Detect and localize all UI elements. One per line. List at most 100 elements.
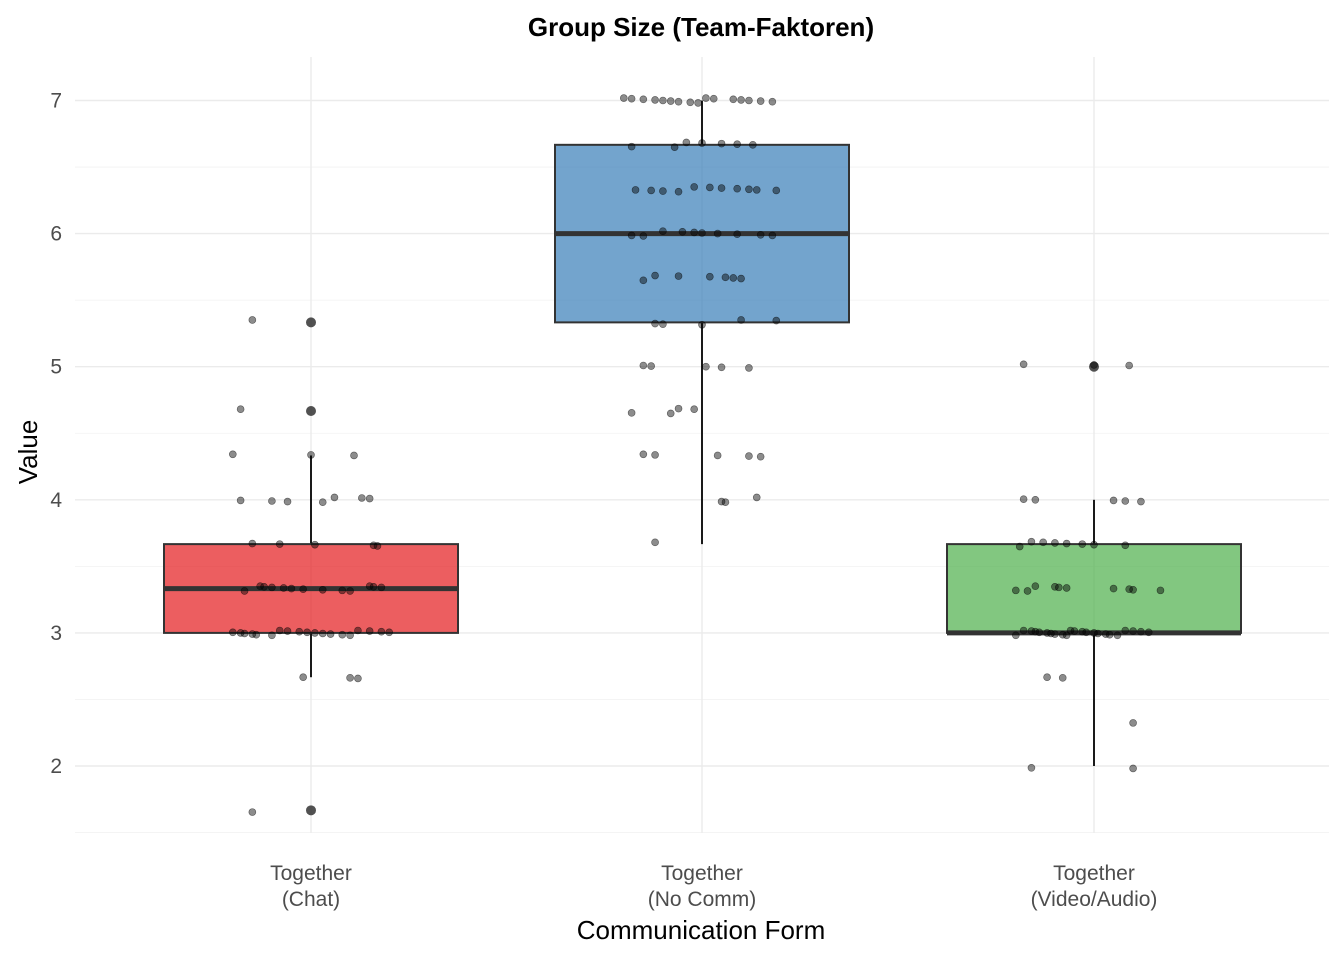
data-point	[1019, 360, 1028, 369]
data-point	[330, 493, 339, 502]
outlier-point	[306, 406, 316, 417]
y-tick-label: 4	[50, 489, 62, 512]
data-point	[354, 674, 362, 683]
data-point	[627, 409, 636, 417]
data-point	[639, 450, 648, 459]
data-point	[698, 139, 706, 147]
data-point	[729, 95, 738, 104]
data-point	[354, 626, 362, 635]
chart-title: Group Size (Team-Faktoren)	[528, 12, 874, 42]
data-point	[1121, 497, 1130, 505]
box-layer	[163, 100, 1242, 816]
data-point	[737, 96, 745, 104]
data-point	[756, 97, 765, 105]
data-point	[709, 94, 718, 103]
data-point	[1066, 626, 1075, 635]
data-point	[365, 627, 374, 635]
data-point	[326, 630, 335, 638]
data-point	[248, 630, 257, 638]
data-point	[377, 627, 386, 636]
data-point	[248, 808, 257, 816]
data-point	[1129, 719, 1137, 727]
data-point	[1031, 627, 1040, 636]
data-point	[1043, 629, 1051, 637]
y-axis-ticks: 2 3 4 5 6 7	[50, 90, 62, 779]
y-tick-label: 3	[50, 622, 62, 645]
data-point	[1070, 627, 1079, 635]
data-point	[350, 451, 358, 460]
data-point	[1144, 628, 1153, 637]
x-tick-label-line1: Together	[270, 862, 352, 885]
data-point	[639, 361, 648, 370]
data-point	[346, 674, 354, 682]
data-point	[698, 229, 706, 237]
data-point	[1027, 537, 1036, 546]
data-point	[745, 452, 753, 460]
x-axis-title: Communication Form	[577, 915, 826, 945]
data-point	[303, 628, 311, 637]
data-point	[737, 316, 745, 324]
data-point	[1090, 629, 1098, 637]
data-point	[307, 451, 315, 459]
data-point	[1043, 673, 1051, 682]
data-point	[1011, 586, 1020, 595]
data-point	[647, 186, 655, 195]
data-point	[713, 229, 722, 238]
data-point	[772, 186, 781, 195]
box-3	[946, 361, 1242, 766]
data-point	[1156, 586, 1165, 595]
data-point	[283, 627, 292, 635]
data-point	[651, 538, 659, 547]
data-point	[659, 320, 667, 328]
data-point	[627, 231, 636, 240]
data-point	[252, 630, 261, 639]
x-axis-ticks: Together (Chat) Together (No Comm) Together (…	[270, 862, 1157, 911]
data-point	[1082, 628, 1090, 637]
data-point	[268, 583, 276, 592]
data-point	[1047, 629, 1055, 638]
data-point	[1078, 627, 1087, 636]
data-point	[745, 364, 753, 372]
data-point	[318, 629, 327, 638]
data-point	[365, 494, 374, 503]
data-point	[666, 97, 675, 105]
data-point	[268, 497, 276, 505]
data-point	[639, 95, 648, 104]
data-point	[690, 228, 698, 237]
data-point	[1027, 763, 1036, 772]
data-point	[702, 362, 710, 371]
data-point	[1023, 587, 1032, 595]
data-point	[1125, 361, 1133, 370]
data-point	[346, 631, 354, 640]
data-point	[1101, 630, 1110, 638]
data-point	[1090, 540, 1098, 549]
data-point	[369, 582, 378, 591]
data-point	[694, 99, 702, 107]
data-point	[1055, 583, 1063, 592]
data-point	[717, 363, 726, 372]
data-point	[1031, 495, 1040, 504]
data-point	[745, 96, 753, 105]
data-point	[1019, 495, 1028, 504]
data-point	[1062, 539, 1071, 548]
data-point	[1058, 630, 1067, 639]
data-point	[752, 186, 761, 194]
data-point	[1129, 585, 1137, 594]
data-point	[713, 451, 722, 460]
y-axis-title: Value	[13, 420, 43, 485]
data-point	[311, 629, 319, 637]
data-point	[240, 629, 249, 638]
data-point	[768, 97, 777, 106]
data-point	[287, 584, 296, 593]
data-point	[236, 629, 245, 637]
data-point	[1039, 538, 1047, 547]
data-point	[1109, 496, 1118, 505]
data-point	[1027, 627, 1036, 635]
y-tick-label: 6	[50, 223, 62, 246]
outlier-point	[1089, 361, 1099, 372]
data-point	[338, 630, 347, 639]
data-point	[1078, 540, 1087, 548]
data-point	[260, 582, 268, 591]
data-point	[690, 183, 698, 191]
data-point	[717, 497, 726, 506]
